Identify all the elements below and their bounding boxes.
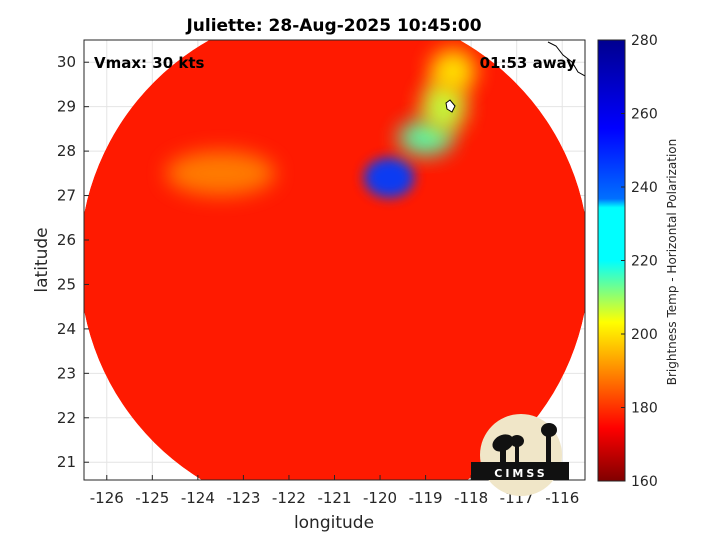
x-tick-label: -123 bbox=[226, 489, 260, 507]
y-tick-label: 27 bbox=[57, 187, 76, 205]
y-tick-label: 30 bbox=[57, 53, 76, 71]
colorbar-gradient bbox=[597, 39, 626, 482]
colorbar: 160 180 200 220 240 260 280 Brightness Temp - … bbox=[597, 33, 679, 490]
colorbar-tick-label: 260 bbox=[631, 107, 658, 123]
logo-text: CIMSS bbox=[494, 467, 547, 480]
y-tick-label: 22 bbox=[57, 409, 76, 427]
chart-title: Juliette: 28-Aug-2025 10:45:00 bbox=[185, 16, 481, 36]
feature-outer-band bbox=[430, 48, 476, 94]
y-tick-label: 28 bbox=[57, 142, 76, 160]
colorbar-tick-label: 160 bbox=[631, 474, 658, 490]
y-tick-label: 24 bbox=[57, 320, 76, 338]
x-tick-label: -116 bbox=[545, 489, 579, 507]
swath-layer bbox=[84, 40, 585, 480]
colorbar-tick-label: 280 bbox=[631, 33, 658, 49]
colorbar-tick-label: 200 bbox=[631, 327, 658, 343]
feature-northern-band bbox=[421, 80, 467, 134]
x-tick-label: -120 bbox=[363, 489, 397, 507]
colorbar-tick-label: 220 bbox=[631, 254, 658, 270]
x-tick-label: -119 bbox=[409, 489, 443, 507]
x-tick-label: -126 bbox=[90, 489, 124, 507]
plot-area: -126 -125 -124 -123 -122 -121 -120 -119 -118 -117… bbox=[57, 39, 586, 507]
coastline bbox=[547, 41, 585, 77]
colorbar-label: Brightness Temp - Horizontal Polarizatio… bbox=[665, 139, 679, 386]
cimss-logo: CIMSS bbox=[471, 414, 569, 496]
y-tick-label: 29 bbox=[57, 98, 76, 116]
x-tick-label: -125 bbox=[135, 489, 169, 507]
y-tick-label: 23 bbox=[57, 364, 76, 382]
vmax-annotation: Vmax: 30 kts bbox=[94, 54, 204, 72]
y-tick-label: 26 bbox=[57, 231, 76, 249]
y-tick-label: 21 bbox=[57, 453, 76, 471]
features bbox=[165, 48, 476, 198]
x-tick-label: -122 bbox=[272, 489, 306, 507]
time-away-annotation: 01:53 away bbox=[480, 54, 577, 72]
x-axis-label: longitude bbox=[294, 513, 374, 533]
logo-tower-icon bbox=[541, 423, 557, 464]
feature-cold-core bbox=[364, 157, 415, 198]
colorbar-tick-label: 240 bbox=[631, 180, 658, 196]
x-tick-label: -118 bbox=[454, 489, 488, 507]
colorbar-tick-label: 180 bbox=[631, 401, 658, 417]
colorbar-ticks: 160 180 200 220 240 260 280 bbox=[621, 33, 658, 490]
y-tick-label: 25 bbox=[57, 275, 76, 293]
logo-ground bbox=[471, 462, 569, 480]
x-tick-label: -124 bbox=[181, 489, 215, 507]
island-outline bbox=[445, 99, 456, 113]
swath-disk bbox=[84, 40, 585, 480]
x-tick-label: -121 bbox=[317, 489, 351, 507]
feature-western-swirl bbox=[165, 151, 276, 196]
y-axis-label: latitude bbox=[32, 227, 52, 292]
y-axis: 21 22 23 24 25 26 27 28 29 30 bbox=[57, 53, 89, 471]
logo-dish-icon bbox=[492, 434, 524, 464]
